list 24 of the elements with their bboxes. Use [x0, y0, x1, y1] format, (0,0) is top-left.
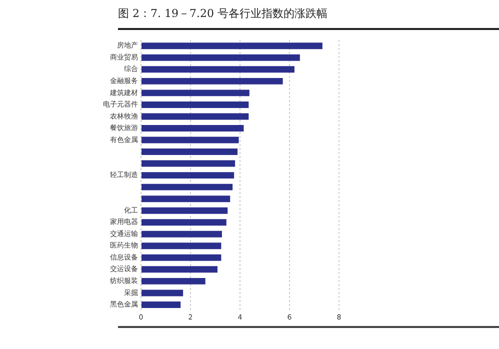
bar [142, 125, 244, 132]
bar [142, 196, 230, 202]
bar [142, 78, 283, 84]
bar [142, 54, 300, 61]
bar [142, 207, 228, 214]
bar [142, 160, 236, 167]
bar [142, 219, 226, 226]
bar [142, 290, 184, 296]
bar [142, 172, 234, 179]
bar [142, 148, 238, 156]
bar [142, 42, 322, 50]
bar [142, 66, 294, 73]
bar [142, 301, 181, 308]
chart-title: 图 2：7. 19－7.20 号各行业指数的涨跌幅 [118, 6, 328, 21]
bar [142, 230, 222, 238]
bar [142, 242, 222, 250]
bar [142, 113, 249, 120]
bar [142, 254, 222, 261]
bar [142, 266, 218, 273]
bar [142, 90, 250, 96]
bar [142, 278, 206, 284]
bar [142, 101, 249, 108]
bar [142, 184, 233, 190]
bar [142, 136, 239, 144]
